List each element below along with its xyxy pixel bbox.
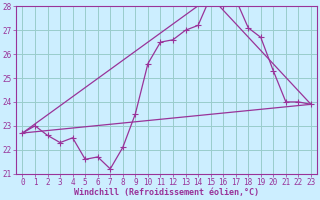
- X-axis label: Windchill (Refroidissement éolien,°C): Windchill (Refroidissement éolien,°C): [74, 188, 259, 197]
